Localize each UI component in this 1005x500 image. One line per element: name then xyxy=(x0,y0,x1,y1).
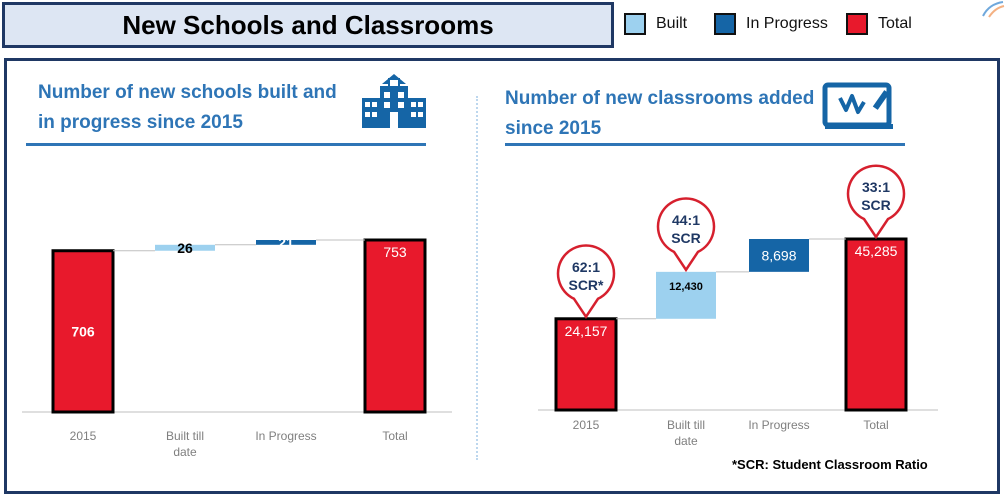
scr-callout xyxy=(556,244,616,320)
value-label-total: 753 xyxy=(383,244,407,260)
bar-total xyxy=(363,238,427,414)
classrooms-title-rule xyxy=(505,143,905,146)
school-building-icon xyxy=(362,74,426,128)
tick-label-in-progress: In Progress xyxy=(748,418,809,432)
classrooms-chart-title: Number of new classrooms added since 201… xyxy=(505,88,815,139)
bar-built-till-date xyxy=(656,271,716,319)
scr-callout-ratio: 62:1 xyxy=(572,259,600,275)
value-label-in-progress: 8,698 xyxy=(761,247,796,263)
corner-decoration xyxy=(982,1,1005,18)
tick-label-2015: 2015 xyxy=(573,418,600,432)
schools-chart-title: Number of new schools built and in progr… xyxy=(38,82,337,133)
legend-item-in-progress: In Progress xyxy=(714,13,828,35)
legend-label-built: Built xyxy=(656,15,688,32)
scr-callout-label: SCR xyxy=(861,197,891,213)
legend-swatch-in-progress xyxy=(714,13,736,35)
tick-label-total: Total xyxy=(382,429,407,443)
bar-in-progress xyxy=(256,240,316,245)
scr-callout xyxy=(656,197,716,273)
scr-callout-ratio: 33:1 xyxy=(862,179,890,195)
legend-swatch-built xyxy=(624,13,646,35)
value-label-in-progress: 21 xyxy=(278,234,294,250)
value-label-total: 45,285 xyxy=(855,243,898,259)
legend-swatch-total xyxy=(846,13,868,35)
bar-built-till-date xyxy=(155,244,215,251)
bar-in-progress xyxy=(749,239,809,272)
page-title-text: New Schools and Classrooms xyxy=(122,9,494,40)
tick-label-built-till-date: Built till date xyxy=(166,429,204,459)
tick-label-2015: 2015 xyxy=(70,429,97,443)
tick-label-total: Total xyxy=(863,418,888,432)
scr-callout-label: SCR xyxy=(671,230,701,246)
bar-2015 xyxy=(554,317,618,412)
legend-label-total: Total xyxy=(878,15,912,32)
value-label-2015: 706 xyxy=(71,323,95,339)
tick-label-in-progress: In Progress xyxy=(255,429,316,443)
scr-footnote: *SCR: Student Classroom Ratio xyxy=(732,457,928,472)
tick-label-built-till-date: Built till date xyxy=(667,418,705,448)
value-label-2015: 24,157 xyxy=(565,323,608,339)
bar-2015 xyxy=(51,249,115,414)
page-title: New Schools and Classrooms xyxy=(2,2,614,48)
scr-callout-ratio: 44:1 xyxy=(672,212,700,228)
legend-item-built: Built xyxy=(624,13,687,35)
value-label-built-till-date: 26 xyxy=(177,240,193,256)
legend-item-total: Total xyxy=(846,13,912,35)
chart-divider xyxy=(476,96,478,460)
value-label-built-till-date: 12,430 xyxy=(669,281,703,293)
scr-callout-label: SCR* xyxy=(568,277,604,293)
whiteboard-icon xyxy=(822,82,893,129)
legend-label-in-progress: In Progress xyxy=(746,15,828,32)
scr-callout xyxy=(846,164,906,240)
schools-title-rule xyxy=(26,143,426,146)
bar-total xyxy=(844,237,908,412)
charts-panel xyxy=(4,58,1000,494)
